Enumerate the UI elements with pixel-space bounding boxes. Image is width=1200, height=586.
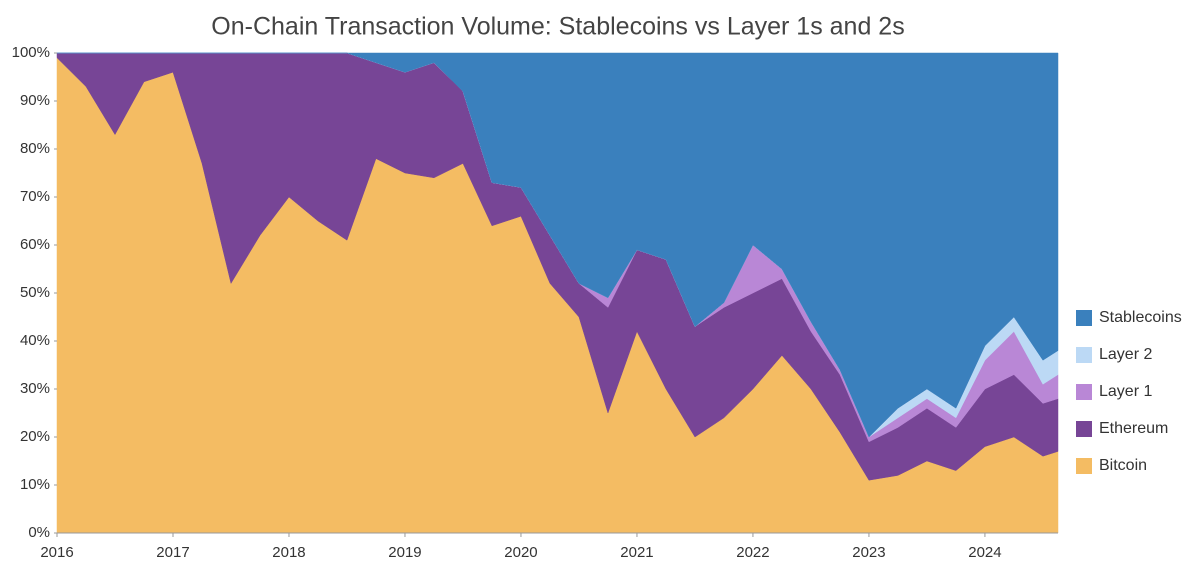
area — [57, 52, 1059, 438]
y-tick-label: 0% — [28, 524, 50, 541]
legend-label: Ethereum — [1099, 420, 1168, 437]
legend-label: Bitcoin — [1099, 457, 1147, 474]
legend-swatch — [1076, 347, 1092, 363]
legend-label: Stablecoins — [1099, 309, 1182, 326]
y-tick-label: 40% — [20, 332, 50, 349]
legend-label: Layer 2 — [1099, 346, 1152, 363]
legend-swatch — [1076, 421, 1092, 437]
y-tick-label: 30% — [20, 380, 50, 397]
y-tick-label: 90% — [20, 92, 50, 109]
legend-swatch — [1076, 384, 1092, 400]
x-tick-label: 2018 — [272, 544, 305, 561]
x-tick-label: 2017 — [156, 544, 189, 561]
y-tick-label: 20% — [20, 428, 50, 445]
x-tick-label: 2021 — [620, 544, 653, 561]
y-tick-label: 50% — [20, 284, 50, 301]
y-tick-label: 60% — [20, 236, 50, 253]
y-tick-label: 100% — [12, 44, 50, 61]
x-tick-label: 2016 — [40, 544, 73, 561]
x-tick-label: 2024 — [968, 544, 1001, 561]
x-tick-label: 2019 — [388, 544, 421, 561]
x-tick-label: 2022 — [736, 544, 769, 561]
y-tick-label: 70% — [20, 188, 50, 205]
y-tick-label: 10% — [20, 476, 50, 493]
legend-swatch — [1076, 310, 1092, 326]
x-tick-label: 2020 — [504, 544, 537, 561]
y-tick-label: 80% — [20, 140, 50, 157]
legend-swatch — [1076, 458, 1092, 474]
legend-label: Layer 1 — [1099, 383, 1152, 400]
x-tick-label: 2023 — [852, 544, 885, 561]
chart-title: On-Chain Transaction Volume: Stablecoins… — [211, 13, 904, 41]
